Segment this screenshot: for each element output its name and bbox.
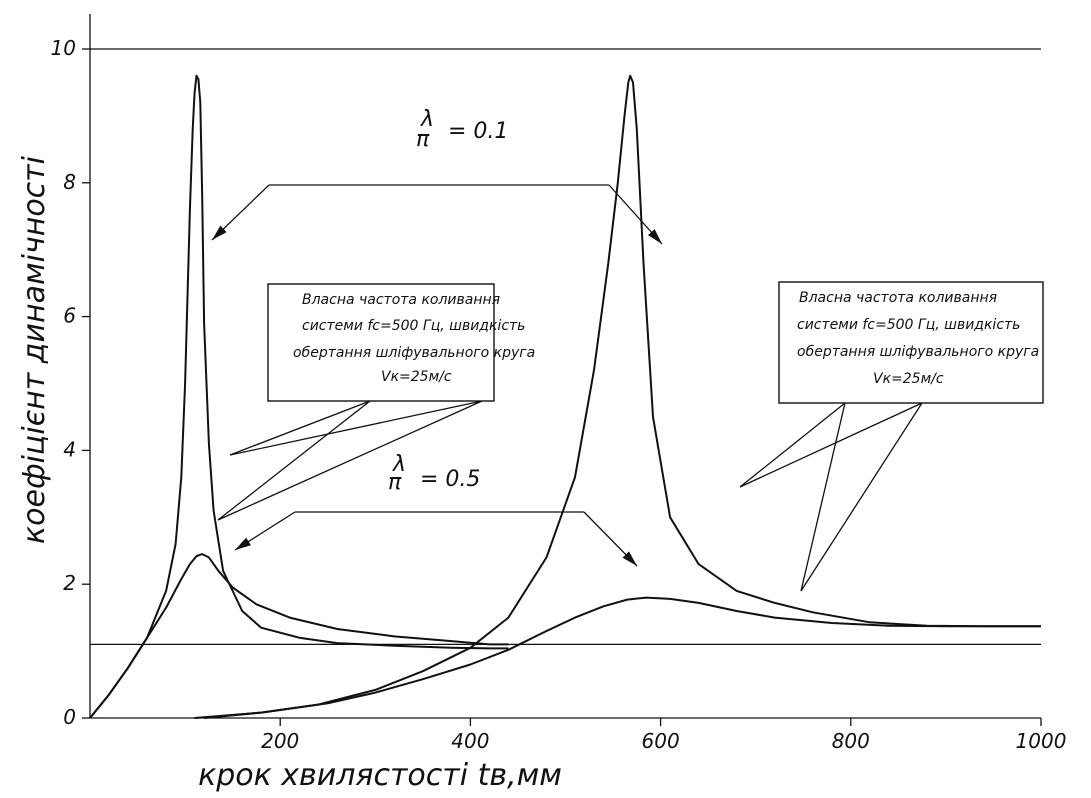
x-tick-label: 200 <box>261 729 299 753</box>
y-tick-label: 4 <box>63 437 76 461</box>
leader-left-1 <box>229 400 371 456</box>
leader-lines <box>211 184 923 592</box>
leader-right-2 <box>800 402 846 592</box>
series-line-2 <box>204 74 1041 719</box>
leader-right-4 <box>800 402 923 592</box>
y-tick-label: 0 <box>63 705 76 729</box>
y-axis-title: коефіцієнт динамічності <box>17 155 52 544</box>
y-tick-label: 8 <box>63 170 76 194</box>
reference-lines <box>90 48 1041 646</box>
leader-left-2 <box>217 400 371 521</box>
annotation-text: Власна частота коливання <box>302 292 500 308</box>
series-line-3 <box>89 553 509 719</box>
leader-left-4 <box>217 400 483 521</box>
leader-right-3 <box>739 402 923 488</box>
y-tick-label: 2 <box>63 571 76 595</box>
annotation-text: Vк=25м/с <box>381 369 452 385</box>
equation-numerator: λ <box>392 452 406 477</box>
annotation-text: Vк=25м/с <box>873 371 944 387</box>
x-tick-label: 800 <box>832 729 870 753</box>
annotation-text: обертання шліфувального круга <box>797 344 1039 360</box>
x-axis-title: крок хвилястості tв,мм <box>198 758 562 793</box>
leader-right-1 <box>739 402 846 488</box>
leader-left-3 <box>229 400 483 456</box>
equation-value: = 0.5 <box>420 467 480 492</box>
annotation-text: Власна частота коливання <box>799 290 997 306</box>
series-line-1 <box>89 74 509 719</box>
series-line-4 <box>194 596 1041 719</box>
annotation-boxes <box>267 281 1044 404</box>
annotation-text: системи fс=500 Гц, швидкість <box>797 317 1020 333</box>
annotation-box-2 <box>778 281 1044 404</box>
annotation-box-1 <box>267 283 495 402</box>
axes: 0 2 4 6 8 10 200 400 600 800 1000 крок хвилястості … <box>17 14 1066 793</box>
x-tick-label: 1000 <box>1016 729 1067 753</box>
equation-numerator: λ <box>420 107 434 132</box>
x-tick-label: 600 <box>642 729 680 753</box>
arrow-0.5-left-head <box>235 537 251 550</box>
arrow-0.1-left-head <box>212 225 227 240</box>
annotation-text: обертання шліфувального круга <box>293 345 535 361</box>
equation-value: = 0.1 <box>448 119 508 144</box>
equation-denominator: π <box>416 127 430 152</box>
annotation-text: системи fс=500 Гц, швидкість <box>302 318 525 334</box>
y-tick-label: 6 <box>63 304 76 328</box>
equation-denominator: π <box>388 470 402 495</box>
labels: Власна частота коливання системи fс=500 Г… <box>293 107 1039 495</box>
arrow-0.1-right-head <box>647 229 662 244</box>
arrow-0.5-right-head <box>622 551 637 566</box>
curves <box>89 74 1041 719</box>
y-tick-label: 10 <box>51 36 76 60</box>
x-tick-label: 400 <box>451 729 489 753</box>
